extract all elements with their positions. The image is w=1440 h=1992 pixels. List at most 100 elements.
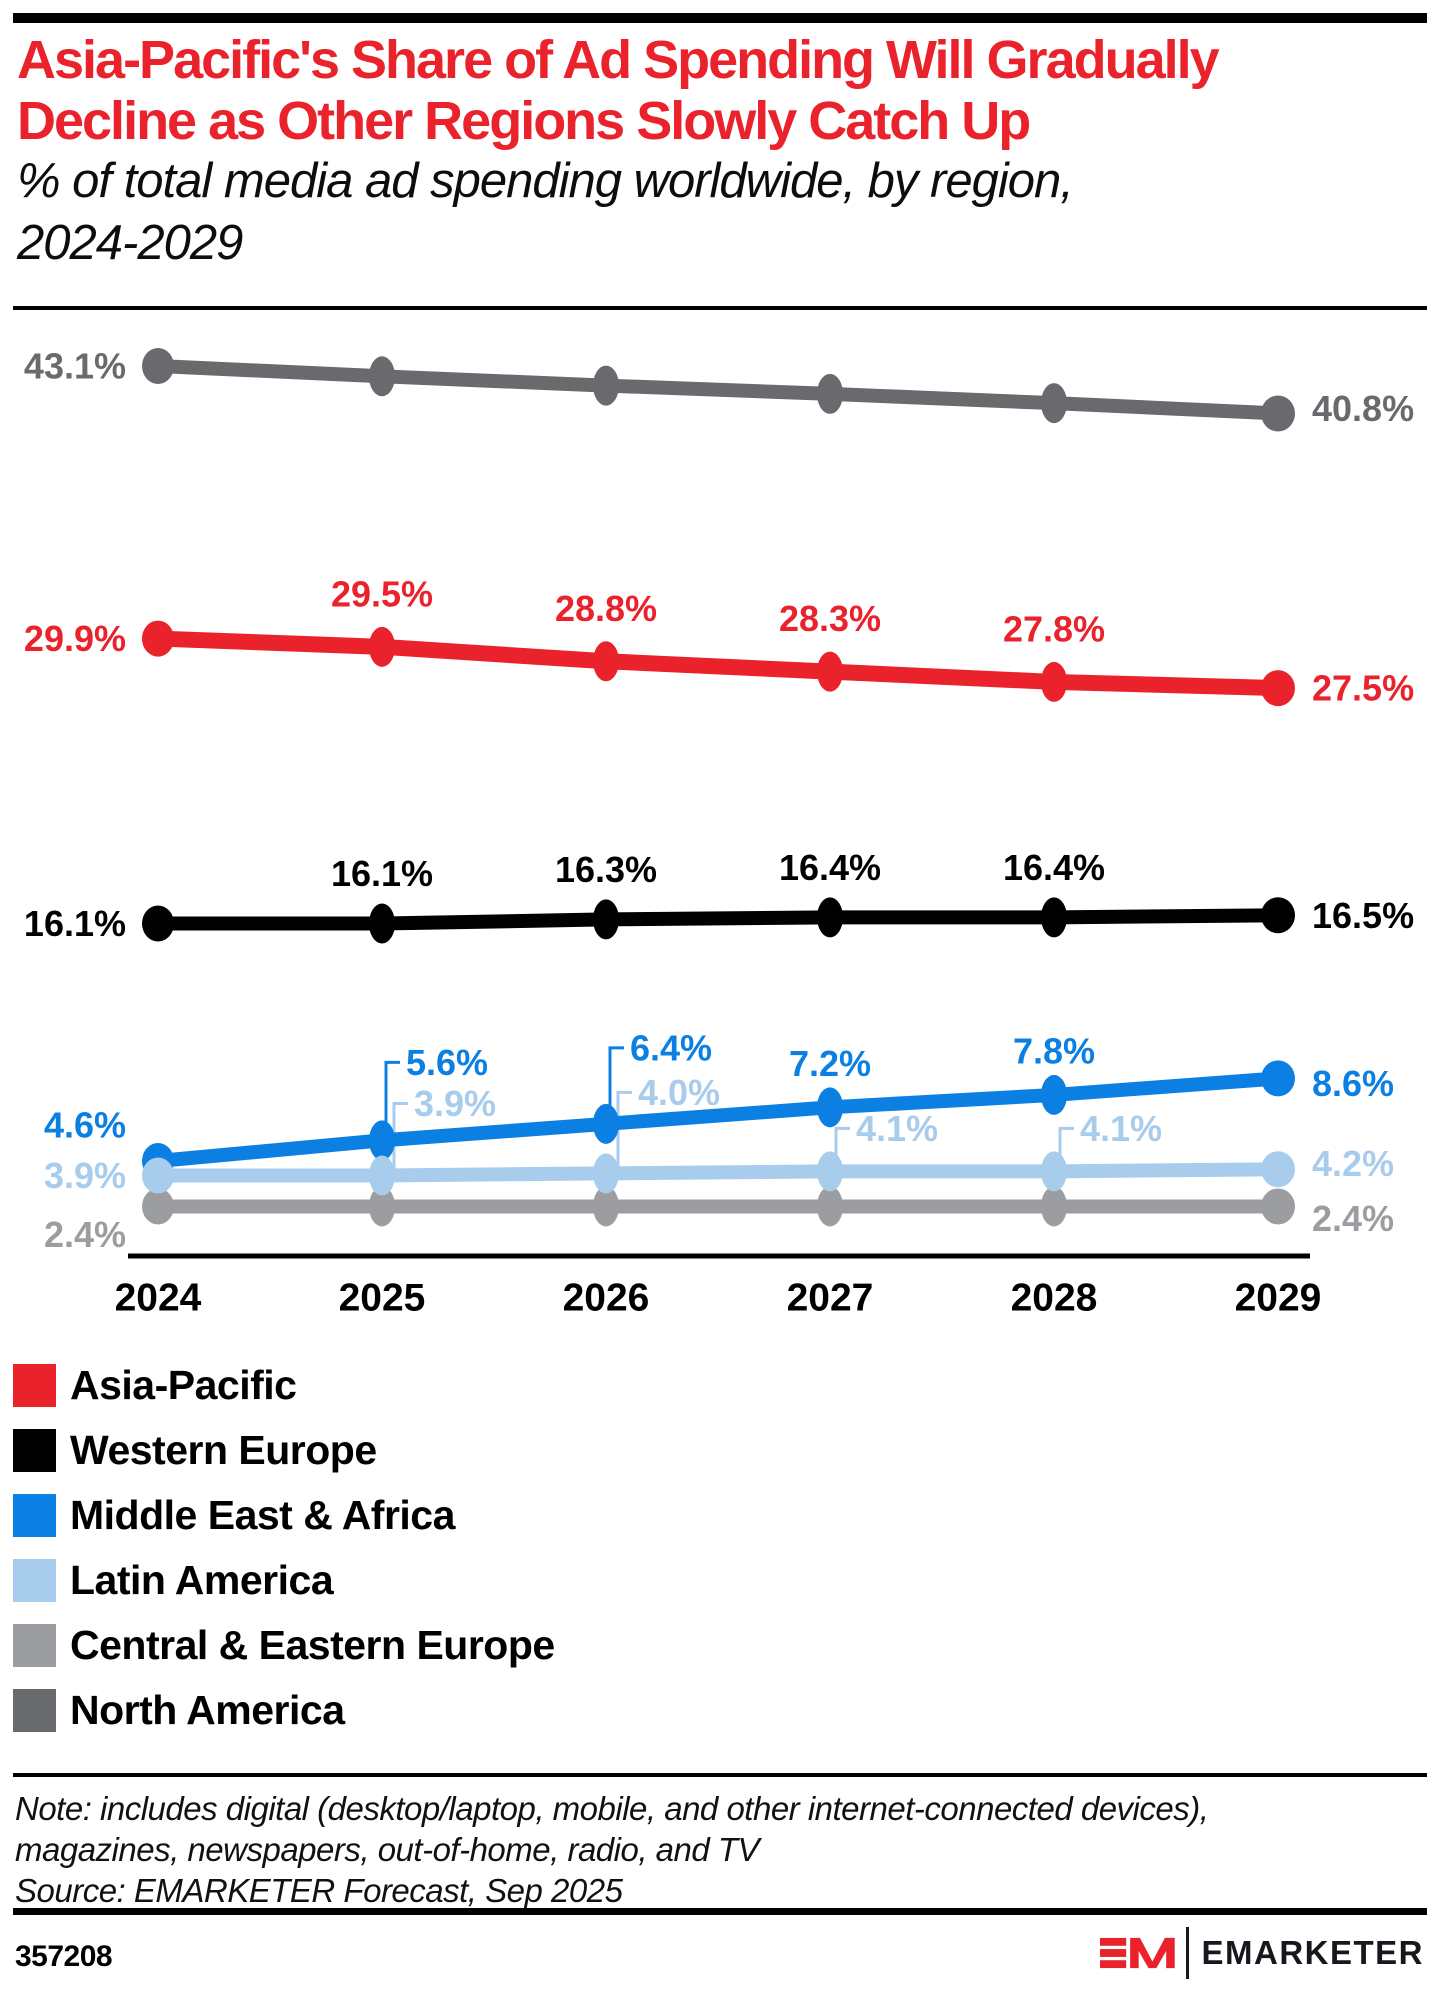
legend-label: Middle East & Africa: [70, 1492, 455, 1538]
note-line-1: Note: includes digital (desktop/laptop, …: [15, 1790, 1209, 1827]
series-asia-pacific: [142, 620, 1295, 707]
series-latin-america: [142, 1151, 1295, 1196]
value-label: 7.8%: [1013, 1030, 1095, 1071]
legend-item-latin-america: Latin America: [13, 1557, 555, 1603]
series-line: [151, 1071, 1285, 1169]
value-label: 2.4%: [44, 1214, 126, 1255]
data-point: [1041, 1186, 1067, 1227]
legend-swatch: [13, 1624, 56, 1667]
value-label: 16.3%: [555, 849, 657, 890]
x-axis-label: 2028: [1011, 1277, 1098, 1320]
value-label: 29.5%: [331, 573, 433, 614]
series-north-america: [142, 347, 1295, 432]
value-label: 4.1%: [856, 1108, 938, 1149]
data-point: [593, 365, 619, 406]
value-label: 27.5%: [1312, 668, 1414, 709]
page-title: Asia-Pacific's Share of Ad Spending Will…: [17, 30, 1427, 152]
data-point: [817, 897, 843, 938]
brand-name: EMARKETER: [1201, 1934, 1424, 1971]
em-logo-icon: [1100, 1937, 1176, 1969]
series-line: [151, 1162, 1285, 1183]
subtitle-line-2: 2024-2029: [17, 216, 243, 270]
data-point: [142, 347, 174, 384]
chart-legend: Asia-Pacific Western Europe Middle East & …: [13, 1362, 555, 1733]
data-point: [817, 651, 843, 692]
legend-label: Latin America: [70, 1557, 334, 1603]
value-label: 28.8%: [555, 588, 657, 629]
data-point: [593, 1186, 619, 1227]
data-point: [1261, 670, 1295, 707]
data-point: [142, 905, 174, 942]
data-point: [369, 1120, 395, 1161]
legend-swatch: [13, 1689, 56, 1732]
data-point: [369, 626, 395, 667]
source-line: Source: EMARKETER Forecast, Sep 2025: [15, 1872, 623, 1909]
chart-id: 357208: [15, 1940, 113, 1973]
value-label: 16.1%: [331, 853, 433, 894]
header-divider: [13, 306, 1427, 310]
data-point: [817, 1087, 843, 1128]
series-line: [151, 358, 1285, 421]
value-label: 43.1%: [24, 345, 126, 386]
legend-item-western-europe: Western Europe: [13, 1427, 555, 1473]
legend-swatch: [13, 1494, 56, 1537]
series-central-eastern-europe: [142, 1186, 1295, 1227]
legend-item-asia-pacific: Asia-Pacific: [13, 1362, 555, 1408]
note-line-2: magazines, newspapers, out-of-home, radi…: [15, 1831, 760, 1868]
label-leader-latin-america: [616, 1090, 632, 1174]
data-point: [1261, 1151, 1295, 1188]
data-point: [1261, 1188, 1295, 1225]
data-point: [142, 1188, 174, 1225]
data-point: [1261, 1060, 1295, 1097]
data-point: [142, 1157, 174, 1194]
legend-swatch: [13, 1559, 56, 1602]
value-label: 16.1%: [24, 903, 126, 944]
legend-swatch: [13, 1429, 56, 1472]
data-point: [593, 1103, 619, 1144]
data-point: [369, 1155, 395, 1196]
title-line-1: Asia-Pacific's Share of Ad Spending Will…: [17, 30, 1220, 90]
value-label: 4.0%: [638, 1072, 720, 1113]
data-point: [593, 1153, 619, 1194]
x-axis-label: 2029: [1235, 1277, 1322, 1320]
legend-label: North America: [70, 1687, 345, 1733]
value-label: 2.4%: [1312, 1198, 1394, 1239]
data-point: [1261, 395, 1295, 432]
value-label: 3.9%: [414, 1083, 496, 1124]
series-western-europe: [142, 897, 1295, 944]
data-point: [369, 903, 395, 944]
legend-label: Asia-Pacific: [70, 1362, 297, 1408]
data-point: [593, 899, 619, 940]
data-point: [369, 1186, 395, 1227]
data-point: [817, 1186, 843, 1227]
value-label: 27.8%: [1003, 608, 1105, 649]
value-label: 16.4%: [1003, 847, 1105, 888]
data-point: [369, 356, 395, 397]
subtitle-line-1: % of total media ad spending worldwide, …: [17, 154, 1074, 208]
value-label: 40.8%: [1312, 388, 1414, 429]
note-block: Note: includes digital (desktop/laptop, …: [15, 1788, 1425, 1911]
line-chart: 2024 2025 2026 2027 2028 2029 29.9% 29.5% 28.8% 2…: [24, 345, 1414, 1320]
data-point: [1261, 897, 1295, 934]
data-point: [1041, 1074, 1067, 1115]
data-point: [1041, 383, 1067, 424]
value-label: 4.1%: [1080, 1108, 1162, 1149]
x-axis-label: 2025: [339, 1277, 426, 1320]
series-line: [151, 908, 1285, 931]
page-subtitle: % of total media ad spending worldwide, …: [17, 150, 1427, 274]
data-point: [1041, 661, 1067, 702]
label-leader-middle-east-africa: [608, 1046, 624, 1124]
data-point: [817, 1151, 843, 1192]
emarketer-logo: EMARKETER: [1100, 1926, 1424, 1980]
data-point: [593, 641, 619, 682]
note-divider: [13, 1773, 1427, 1777]
value-label: 29.9%: [24, 618, 126, 659]
logo-divider: [1186, 1927, 1190, 1979]
title-line-2: Decline as Other Regions Slowly Catch Up: [17, 91, 1031, 151]
top-rule: [13, 13, 1427, 23]
value-label: 16.5%: [1312, 895, 1414, 936]
legend-swatch: [13, 1364, 56, 1407]
x-axis-label: 2024: [115, 1277, 202, 1320]
data-point: [1041, 897, 1067, 938]
value-label: 8.6%: [1312, 1063, 1394, 1104]
